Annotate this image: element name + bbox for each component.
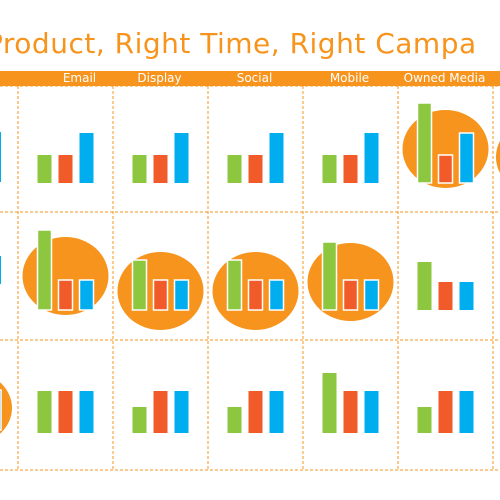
bar-r2-c0-1 [58, 391, 73, 433]
bar-r1-c4-2 [459, 282, 474, 310]
bar-r0-c1-0 [132, 155, 147, 183]
bar-r1-c3-1 [342, 279, 359, 311]
bar-r0-c0-2 [79, 133, 94, 183]
bar-r0-c1-2 [174, 133, 189, 183]
edge-bar-left-row-2 [0, 256, 1, 284]
bar-r2-c3-2 [364, 391, 379, 433]
edge-bar-left-row-3 [0, 389, 2, 431]
bar-r1-c1-1 [152, 279, 169, 311]
bar-r0-c3-1 [343, 155, 358, 183]
bar-r2-c3-1 [343, 391, 358, 433]
bar-r0-c2-2 [269, 133, 284, 183]
bar-r1-c2-2 [268, 279, 285, 311]
bar-r2-c1-0 [132, 407, 147, 433]
bar-r0-c4-1 [437, 154, 454, 184]
bar-r1-c3-2 [363, 279, 380, 311]
page-title: Product, Right Time, Right Campa [0, 27, 477, 60]
bar-r1-c2-0 [226, 259, 243, 311]
bar-r0-c4-2 [458, 132, 475, 184]
column-header-owned-media: Owned Media [403, 71, 486, 85]
bar-r0-c2-1 [248, 155, 263, 183]
bar-r0-c1-1 [153, 155, 168, 183]
bar-r1-c3-0 [321, 241, 338, 311]
bar-r2-c1-2 [174, 391, 189, 433]
bar-r0-c0-0 [37, 155, 52, 183]
bar-r1-c0-1 [57, 279, 74, 311]
bar-r0-c3-2 [364, 133, 379, 183]
column-header-bar: Email Display Social Mobile Owned Media [0, 71, 500, 86]
bar-r0-c4-0 [416, 102, 433, 184]
column-header-display: Display [137, 71, 182, 85]
bar-r2-c2-2 [269, 391, 284, 433]
bar-r0-c0-1 [58, 155, 73, 183]
bar-r1-c1-2 [173, 279, 190, 311]
bar-r2-c0-0 [37, 391, 52, 433]
column-header-email: Email [62, 71, 97, 85]
edge-highlight-left-row-3 [0, 382, 12, 434]
bar-r2-c1-1 [153, 391, 168, 433]
bar-r0-c2-0 [227, 155, 242, 183]
bar-r1-c2-1 [247, 279, 264, 311]
bar-r2-c0-2 [79, 391, 94, 433]
bar-r2-c2-0 [227, 407, 242, 433]
bar-r1-c0-2 [78, 279, 95, 311]
bar-r1-c4-1 [438, 282, 453, 310]
bar-r2-c4-0 [417, 407, 432, 433]
bar-r1-c0-0 [36, 229, 53, 311]
bar-r2-c4-1 [438, 391, 453, 433]
edge-bar-left-row-1 [0, 132, 1, 182]
bar-r2-c4-2 [459, 391, 474, 433]
bar-r1-c4-0 [417, 262, 432, 310]
edge-highlight-right-row-1 [496, 141, 500, 173]
bar-r0-c3-0 [322, 155, 337, 183]
bar-r2-c3-0 [322, 373, 337, 433]
column-header-mobile: Mobile [329, 71, 370, 85]
bar-r2-c2-1 [248, 391, 263, 433]
column-header-social: Social [236, 71, 273, 85]
bar-r1-c1-0 [131, 259, 148, 311]
